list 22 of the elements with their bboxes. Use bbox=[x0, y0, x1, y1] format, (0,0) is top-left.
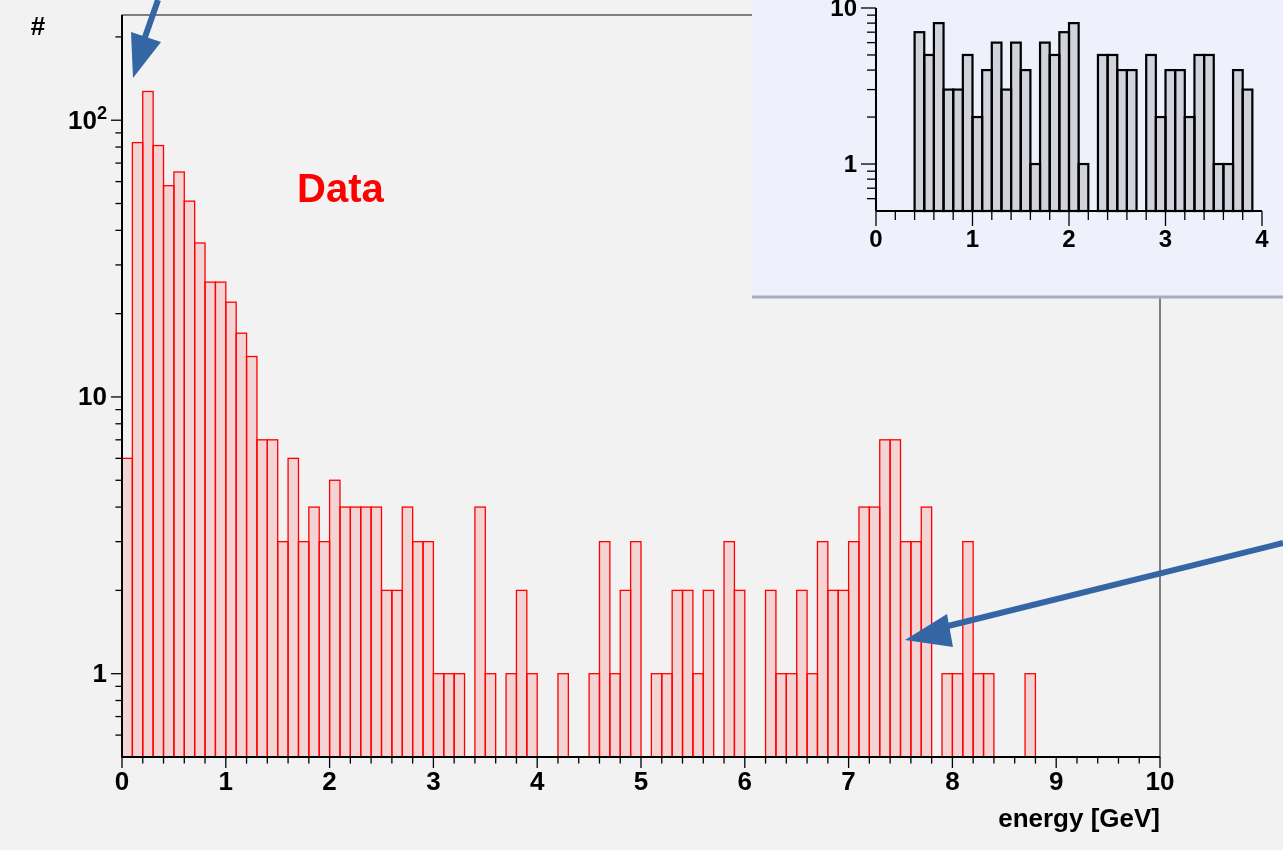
x-tick-label: 4 bbox=[529, 766, 545, 797]
x-tick-label: 1 bbox=[965, 225, 980, 253]
x-tick-label: 0 bbox=[114, 766, 130, 797]
x-tick-label: 3 bbox=[1158, 225, 1173, 253]
x-tick-label: 0 bbox=[869, 225, 883, 253]
x-tick-label: 6 bbox=[737, 766, 753, 797]
x-tick-label: 2 bbox=[322, 766, 337, 797]
x-tick-label: 10 bbox=[1145, 766, 1175, 797]
x-tick-label: 7 bbox=[841, 766, 856, 797]
x-tick-label: 3 bbox=[426, 766, 441, 797]
x-tick-label: 5 bbox=[633, 766, 649, 797]
annotation: Data bbox=[297, 166, 385, 210]
x-axis-title: energy [GeV] bbox=[998, 803, 1160, 833]
x-tick-label: 2 bbox=[1062, 225, 1076, 253]
x-tick-label: 9 bbox=[1048, 766, 1064, 797]
x-tick-label: 4 bbox=[1255, 225, 1270, 253]
y-axis-title: # bbox=[30, 11, 46, 41]
x-tick-label: 8 bbox=[945, 766, 960, 797]
y-tick-label: 1 bbox=[92, 658, 107, 689]
y-tick-label: 10$^{2}$ bbox=[67, 102, 107, 135]
y-tick-label: 10 bbox=[78, 381, 107, 412]
x-tick-label: 1 bbox=[218, 766, 234, 797]
